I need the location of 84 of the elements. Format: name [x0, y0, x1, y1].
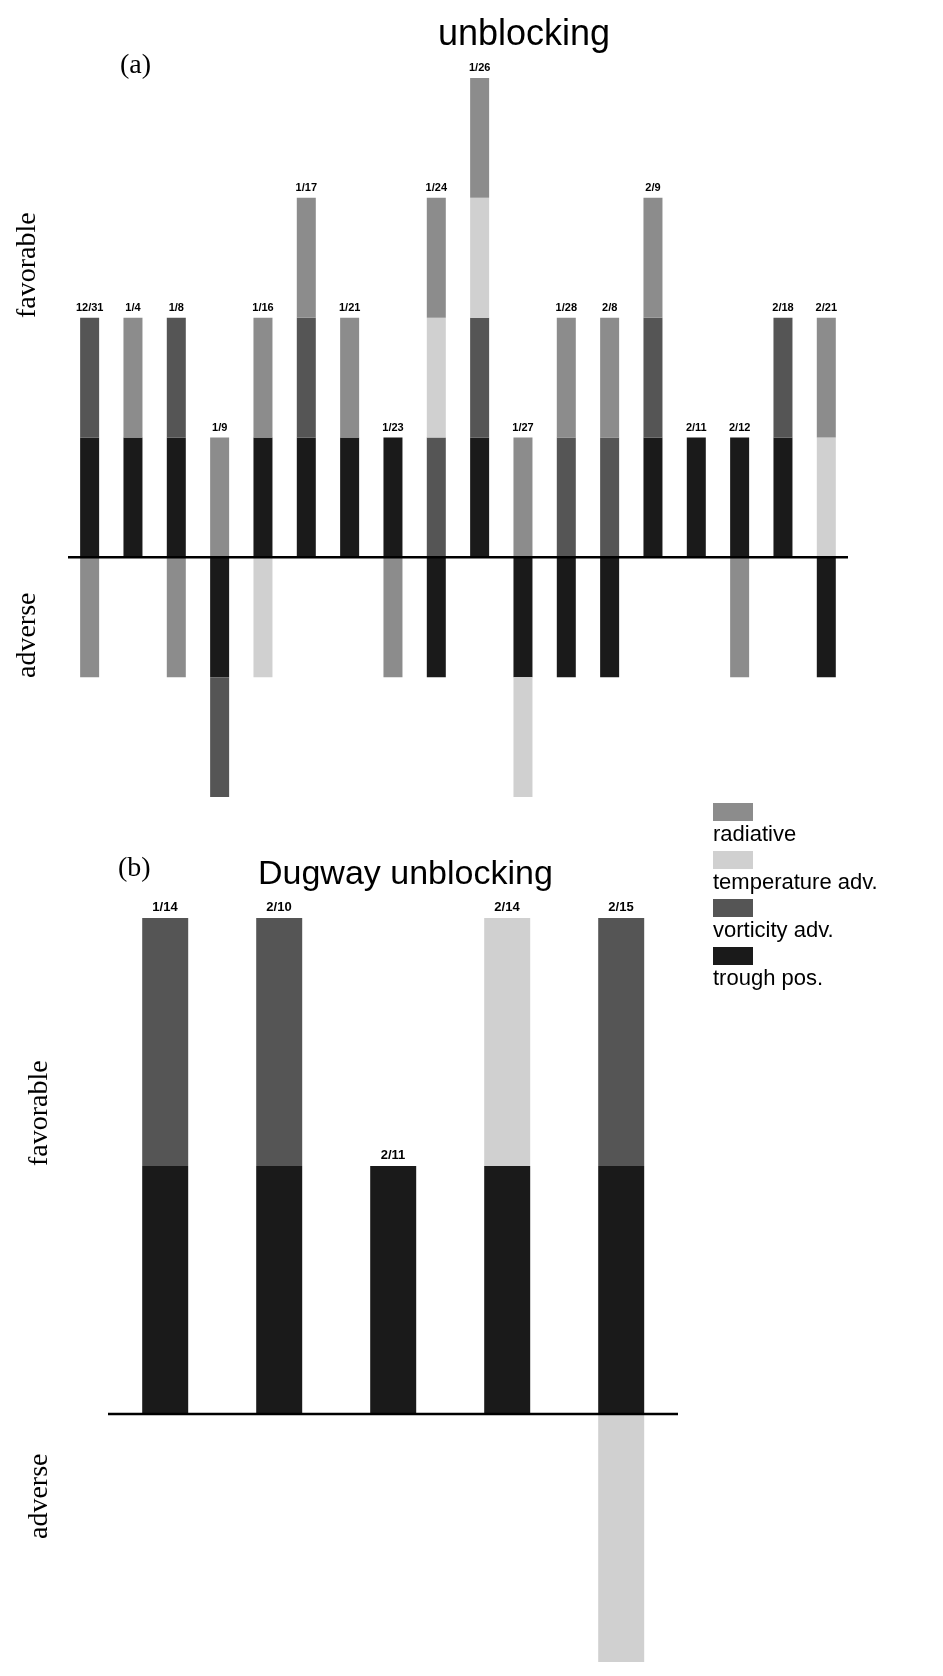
bar	[600, 437, 620, 558]
bar	[253, 317, 273, 438]
text: adverse	[10, 592, 42, 678]
bar	[773, 317, 793, 438]
bar	[166, 317, 186, 438]
bar	[80, 317, 100, 438]
bar	[556, 317, 576, 438]
bar	[253, 557, 273, 678]
bar	[643, 317, 663, 438]
x-tick-label: 1/27	[512, 421, 534, 433]
bar	[470, 197, 490, 318]
bar	[123, 317, 143, 438]
y-axis-title: favorable	[10, 212, 42, 318]
text: adverse	[22, 1453, 54, 1539]
bar	[470, 78, 490, 198]
bar	[296, 437, 316, 558]
x-tick-label: 2/10	[266, 899, 292, 914]
bar	[340, 317, 360, 438]
bar	[166, 437, 186, 558]
x-tick-label: 2/11	[685, 421, 707, 433]
bar	[166, 557, 186, 678]
bar	[383, 437, 403, 558]
bar	[513, 437, 533, 558]
x-tick-label: 2/8	[602, 301, 618, 313]
bar	[426, 557, 446, 678]
x-tick-label: 1/26	[468, 61, 491, 73]
bar	[426, 197, 446, 318]
bar	[123, 437, 143, 558]
x-tick-label: 1/21	[338, 301, 361, 313]
chart-title: Dugway unblocking	[258, 853, 553, 892]
x-tick-label: 1/23	[382, 421, 404, 433]
text: (b)	[118, 851, 151, 883]
bar	[470, 317, 490, 438]
x-tick-label: 1/24	[425, 181, 448, 193]
bar	[296, 197, 316, 318]
x-tick-label: 2/18	[772, 301, 794, 313]
bar	[426, 437, 446, 558]
bar	[383, 557, 403, 678]
bar	[513, 557, 533, 678]
bar	[80, 557, 100, 678]
x-tick-label: 2/12	[728, 421, 751, 433]
bar	[210, 437, 230, 558]
bar	[470, 437, 490, 558]
x-tick-label: 2/15	[608, 899, 634, 914]
bar	[296, 317, 316, 438]
x-tick-label: 1/16	[252, 301, 274, 313]
x-tick-label: 1/14	[152, 899, 179, 914]
bar	[730, 437, 750, 558]
x-tick-label: 12/31	[75, 301, 104, 313]
bar	[816, 317, 836, 438]
bar	[513, 677, 533, 797]
bar	[816, 437, 836, 558]
legend-label: temperature adv.	[713, 869, 878, 895]
bar	[773, 437, 793, 558]
bar	[600, 557, 620, 678]
y-axis-title: favorable	[22, 1060, 54, 1167]
x-tick-label: 1/17	[295, 181, 318, 193]
x-tick-label: 1/8	[168, 301, 184, 313]
bar	[426, 317, 446, 438]
legend-label: radiative	[713, 821, 798, 847]
bar	[643, 197, 663, 318]
bar	[730, 557, 750, 678]
bar	[643, 437, 663, 558]
bar	[556, 437, 576, 558]
bar	[210, 557, 230, 678]
bar	[80, 437, 100, 558]
bar	[600, 317, 620, 438]
legend-label: vorticity adv.	[713, 917, 835, 943]
legend-label: trough pos.	[713, 965, 825, 991]
annotation: (a)	[120, 48, 152, 80]
bar	[686, 437, 706, 558]
x-tick-label: 2/21	[815, 301, 838, 313]
chart-title: unblocking	[438, 12, 611, 54]
bar	[340, 437, 360, 558]
bar	[253, 437, 273, 558]
bar	[556, 557, 576, 678]
x-tick-label: 1/28	[555, 301, 578, 313]
bar	[210, 677, 230, 797]
x-tick-label: 2/11	[380, 1147, 406, 1163]
x-tick-label: 1/9	[212, 421, 228, 433]
x-tick-label: 2/14	[494, 899, 521, 914]
x-tick-label: 2/9	[645, 181, 661, 193]
x-tick-label: 1/4	[125, 301, 142, 313]
bar	[816, 557, 836, 678]
